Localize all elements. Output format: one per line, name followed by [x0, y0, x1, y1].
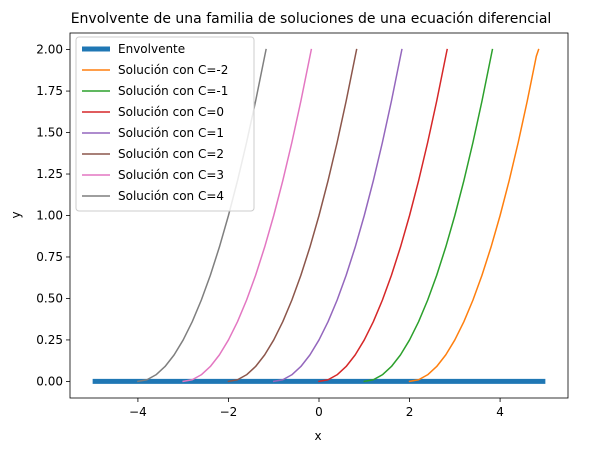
x-tick-label: 2: [406, 405, 414, 419]
y-tick-label: 1.75: [36, 84, 63, 98]
x-tick-label: −2: [220, 405, 238, 419]
legend: Envolvente Solución con C=-2 Solución con …: [75, 36, 255, 212]
y-tick-label: 1.00: [36, 209, 63, 223]
series-line-solution-c0: [318, 48, 449, 383]
y-tick-label: 1.50: [36, 126, 63, 140]
legend-box: [75, 36, 255, 212]
y-tick-label: 0.75: [36, 250, 63, 264]
legend-entry-label: Solución con C=2: [118, 147, 224, 161]
y-axis-label: y: [9, 211, 23, 218]
legend-entry-label: Solución con C=4: [118, 189, 224, 203]
x-tick-label: 4: [496, 405, 504, 419]
x-axis-label: x: [314, 429, 321, 443]
y-tick-label: 0.50: [36, 291, 63, 305]
y-tick-label: 0.25: [36, 333, 63, 347]
chart-title: Envolvente de una familia de soluciones …: [71, 11, 552, 27]
legend-entry-label: Solución con C=3: [118, 168, 224, 182]
legend-entry-label: Solución con C=-1: [118, 84, 228, 98]
legend-entry-label: Solución con C=1: [118, 126, 224, 140]
series-line-solution-c1: [272, 48, 403, 383]
y-tick-label: 0.00: [36, 374, 63, 388]
legend-entry-label: Solución con C=0: [118, 105, 224, 119]
x-tick-label: −4: [129, 405, 147, 419]
y-tick-label: 2.00: [36, 43, 63, 57]
legend-entry-label: Envolvente: [118, 42, 185, 56]
legend-entry-label: Solución con C=-2: [118, 63, 228, 77]
x-tick-label: 0: [315, 405, 323, 419]
plot-area: −4 −2 0 2 4 0.00 0.25 0.50 0.75 1.00 1.25 1.50 1.75 2…: [36, 32, 569, 419]
series-line-solution-c-2: [408, 48, 540, 383]
y-tick-label: 1.25: [36, 167, 63, 181]
series-line-solution-c2: [227, 48, 358, 383]
series-line-solution-c-1: [363, 48, 494, 383]
series-line-solution-c3: [182, 48, 313, 383]
